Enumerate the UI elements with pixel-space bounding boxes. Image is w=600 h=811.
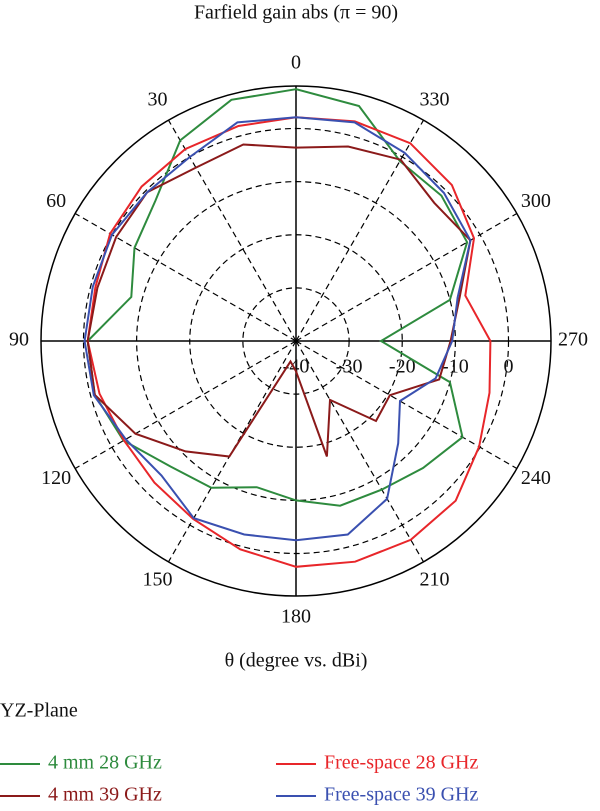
theta-tick-label: 330 [420,89,450,111]
legend-title: YZ-Plane [0,700,78,722]
series-line [86,116,492,568]
r-tick-label: -40 [283,356,310,378]
axis-label: θ (degree vs. dBi) [225,650,368,672]
legend-label: 4 mm 28 GHz [48,752,162,774]
spoke [295,340,425,563]
r-tick-label: -10 [442,356,469,378]
r-tick-label: -30 [336,356,363,378]
spoke [167,340,297,563]
spoke [74,212,297,342]
legend-label: Free-space 39 GHz [324,784,478,806]
spoke [295,212,518,342]
spoke [167,119,297,342]
theta-tick-label: 270 [558,329,588,351]
r-tick-label: 0 [504,356,514,378]
theta-tick-label: 90 [9,329,29,351]
spoke [74,340,297,470]
series-line [83,116,472,542]
series-line [86,88,469,507]
theta-tick-label: 300 [521,190,551,212]
theta-tick-label: 0 [291,52,301,74]
theta-tick-label: 60 [46,190,66,212]
theta-tick-label: 30 [148,89,168,111]
theta-tick-label: 240 [521,467,551,489]
theta-tick-label: 210 [420,568,450,590]
chart-title: Farfield gain abs (π = 90) [194,2,398,24]
theta-tick-label: 120 [41,467,71,489]
spoke [295,119,425,342]
theta-tick-label: 180 [281,606,311,628]
spoke [295,340,518,470]
r-tick-label: -20 [389,356,416,378]
legend-label: 4 mm 39 GHz [48,784,162,806]
legend-label: Free-space 28 GHz [324,752,478,774]
theta-tick-label: 150 [143,568,173,590]
